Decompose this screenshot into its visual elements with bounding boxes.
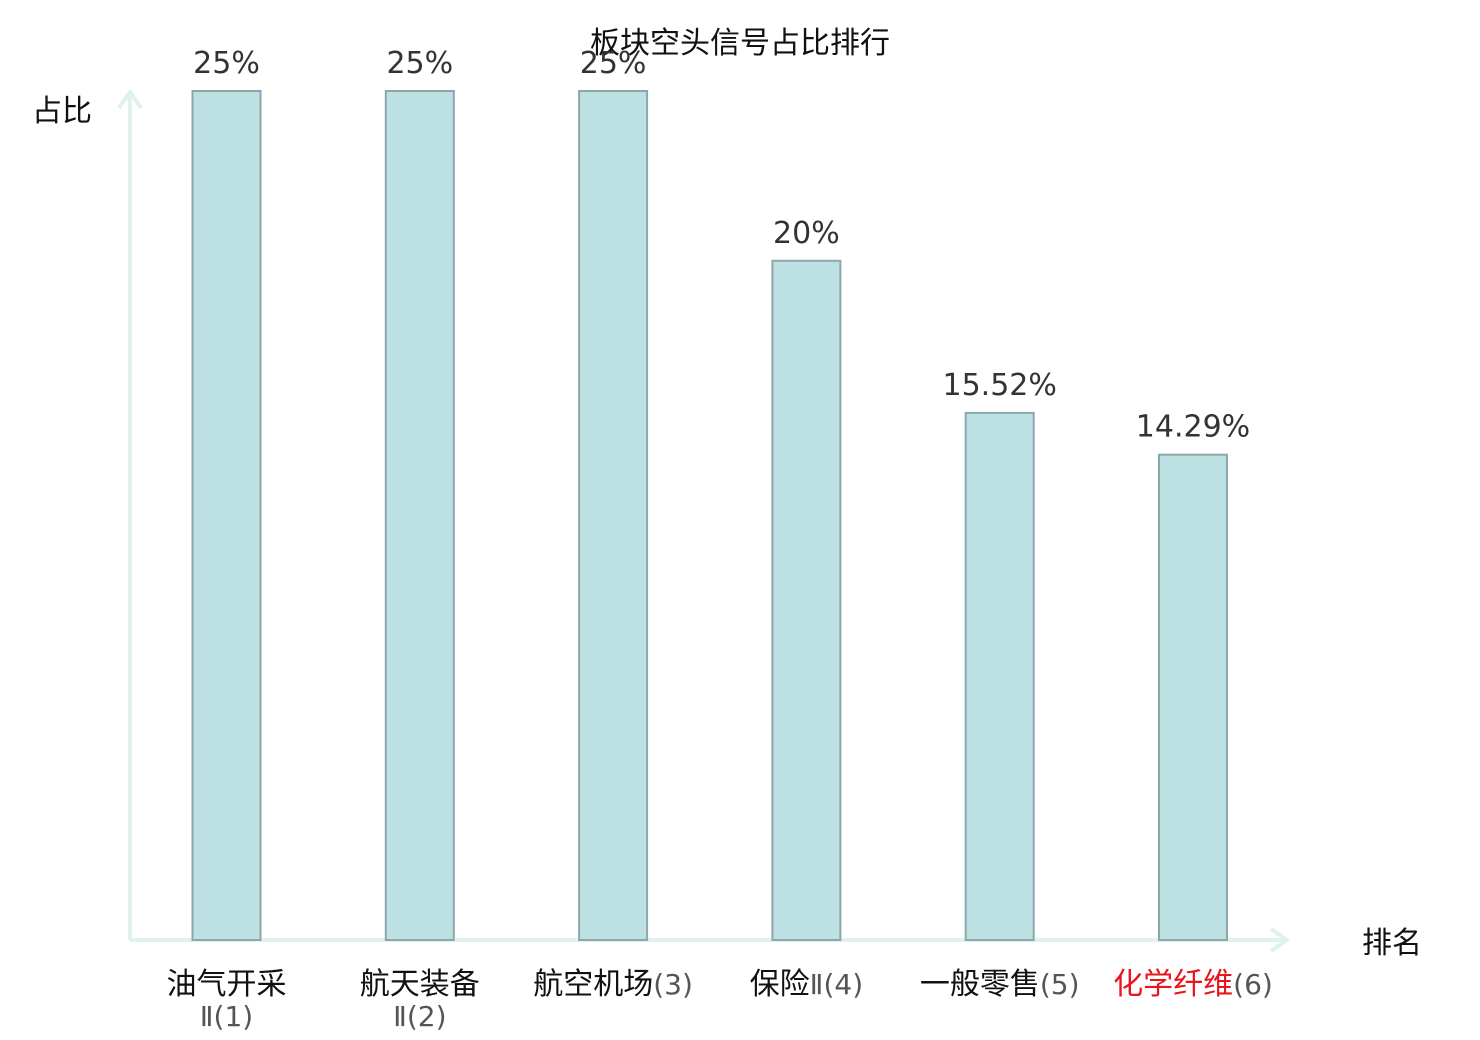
category-name-4: 保险 <box>750 967 810 1002</box>
value-label-1: 25% <box>193 46 260 81</box>
bar-5 <box>964 411 1035 941</box>
category-label-2: 航天装备 <box>360 967 480 1002</box>
x-axis-label: 排名 <box>1362 926 1422 961</box>
bars-group <box>191 90 1228 941</box>
category-rank-5: (5) <box>1040 968 1080 1001</box>
category-label-3: 航空机场(3) <box>533 967 693 1002</box>
y-axis-label: 占比 <box>32 94 92 129</box>
y-axis <box>117 88 143 940</box>
value-label-3: 25% <box>580 46 647 81</box>
value-label-2: 25% <box>386 46 453 81</box>
category-rank-4: Ⅱ(4) <box>810 968 863 1001</box>
category-rank-2: Ⅱ(2) <box>393 1000 446 1033</box>
category-rank-3: (3) <box>653 968 693 1001</box>
value-label-4: 20% <box>773 216 840 251</box>
bar-4 <box>771 259 842 941</box>
category-name-3: 航空机场 <box>533 967 653 1002</box>
value-labels-group: 25% 25% 25% 20% 15.52% 14.29% <box>193 46 1250 445</box>
category-rank-6: (6) <box>1233 968 1273 1001</box>
chart-title: 板块空头信号占比排行 <box>590 26 890 61</box>
category-name-6: 化学纤维 <box>1113 967 1233 1002</box>
x-axis <box>130 927 1291 953</box>
bar-1 <box>191 90 262 941</box>
category-label-1: 油气开采 <box>167 967 287 1002</box>
bar-3 <box>578 90 649 941</box>
category-label-4: 保险Ⅱ(4) <box>750 967 863 1002</box>
bar-6 <box>1158 453 1228 941</box>
category-label-5: 一般零售(5) <box>920 967 1080 1002</box>
value-label-5: 15.52% <box>943 368 1057 403</box>
bar-2 <box>384 90 455 941</box>
category-name-5: 一般零售 <box>920 967 1040 1002</box>
category-label-6: 化学纤维(6) <box>1113 967 1273 1002</box>
category-rank-1: Ⅱ(1) <box>200 1000 253 1033</box>
value-label-6: 14.29% <box>1136 410 1250 445</box>
